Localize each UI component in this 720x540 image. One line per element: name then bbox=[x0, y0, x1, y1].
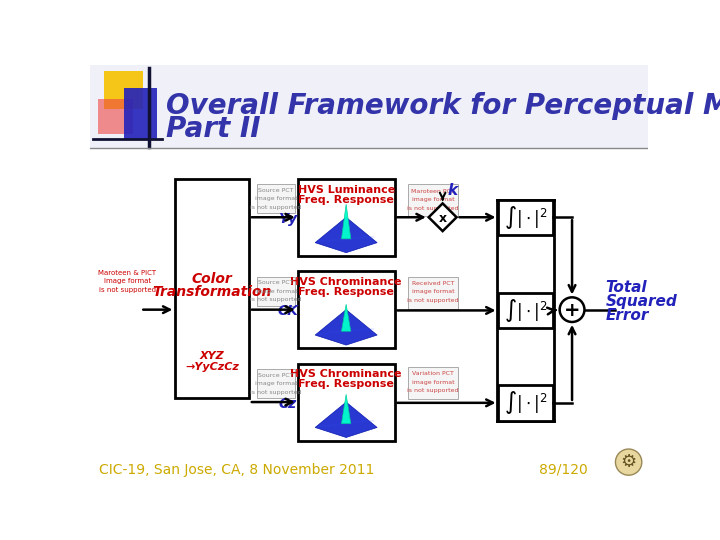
FancyBboxPatch shape bbox=[90, 65, 648, 148]
Text: Squared: Squared bbox=[606, 294, 677, 309]
Text: HVS Luminance: HVS Luminance bbox=[297, 185, 395, 194]
Text: Color: Color bbox=[192, 272, 233, 286]
FancyBboxPatch shape bbox=[175, 179, 249, 398]
Text: HVS Chrominance: HVS Chrominance bbox=[290, 277, 402, 287]
Text: is not supported: is not supported bbox=[408, 206, 459, 211]
FancyBboxPatch shape bbox=[104, 71, 143, 110]
Text: Freq. Response: Freq. Response bbox=[298, 194, 394, 205]
Text: Source PCT: Source PCT bbox=[258, 373, 294, 377]
Text: Yy: Yy bbox=[278, 212, 297, 226]
FancyBboxPatch shape bbox=[498, 385, 553, 421]
Text: Maroteen & PICT: Maroteen & PICT bbox=[98, 269, 156, 276]
Text: XYZ: XYZ bbox=[199, 351, 225, 361]
Text: Maroteen PCT: Maroteen PCT bbox=[411, 188, 455, 193]
FancyBboxPatch shape bbox=[297, 179, 395, 256]
Text: k: k bbox=[448, 183, 458, 198]
FancyBboxPatch shape bbox=[498, 200, 553, 235]
Text: is not supported: is not supported bbox=[251, 389, 302, 395]
Text: CK: CK bbox=[277, 304, 298, 318]
Text: Source PCT: Source PCT bbox=[258, 280, 294, 285]
FancyBboxPatch shape bbox=[498, 293, 553, 328]
Text: ⚙: ⚙ bbox=[621, 453, 636, 471]
Text: 89/120: 89/120 bbox=[539, 463, 588, 477]
Polygon shape bbox=[315, 402, 377, 437]
Text: image format: image format bbox=[412, 197, 454, 202]
FancyBboxPatch shape bbox=[256, 276, 295, 306]
FancyBboxPatch shape bbox=[408, 276, 458, 309]
Text: image format: image format bbox=[255, 196, 297, 201]
Text: is not supported: is not supported bbox=[408, 298, 459, 303]
Text: is not supported: is not supported bbox=[408, 388, 459, 393]
Text: Freq. Response: Freq. Response bbox=[298, 379, 394, 389]
Text: image format: image format bbox=[255, 289, 297, 294]
Text: $\int|\cdot|^2$: $\int|\cdot|^2$ bbox=[504, 297, 547, 324]
Text: →YyCzCz: →YyCzCz bbox=[185, 362, 239, 373]
Polygon shape bbox=[341, 204, 351, 239]
Text: Image format: Image format bbox=[104, 278, 150, 284]
Text: Variation PCT: Variation PCT bbox=[412, 371, 454, 376]
Polygon shape bbox=[315, 309, 377, 345]
Text: Cz: Cz bbox=[279, 396, 297, 410]
Text: Part II: Part II bbox=[166, 115, 261, 143]
Text: x: x bbox=[438, 212, 446, 225]
Text: is not supported: is not supported bbox=[251, 205, 302, 210]
Text: CIC-19, San Jose, CA, 8 November 2011: CIC-19, San Jose, CA, 8 November 2011 bbox=[99, 463, 374, 477]
Polygon shape bbox=[428, 204, 456, 231]
FancyBboxPatch shape bbox=[408, 184, 458, 217]
Polygon shape bbox=[315, 217, 377, 253]
FancyBboxPatch shape bbox=[297, 271, 395, 348]
FancyBboxPatch shape bbox=[98, 99, 133, 134]
Polygon shape bbox=[341, 394, 351, 423]
Text: Total: Total bbox=[606, 280, 647, 295]
Text: Source PCT: Source PCT bbox=[258, 188, 294, 193]
Circle shape bbox=[616, 449, 642, 475]
FancyBboxPatch shape bbox=[256, 369, 295, 398]
Text: image format: image format bbox=[412, 289, 454, 294]
Text: Error: Error bbox=[606, 308, 649, 323]
Text: is not supported: is not supported bbox=[251, 297, 302, 302]
FancyBboxPatch shape bbox=[124, 88, 157, 140]
Text: HVS Chrominance: HVS Chrominance bbox=[290, 369, 402, 379]
Text: Received PCT: Received PCT bbox=[412, 281, 454, 286]
Text: Freq. Response: Freq. Response bbox=[298, 287, 394, 297]
FancyBboxPatch shape bbox=[408, 367, 458, 399]
Polygon shape bbox=[341, 304, 351, 331]
Text: image format: image format bbox=[255, 381, 297, 386]
Text: Overall Framework for Perceptual Model: Overall Framework for Perceptual Model bbox=[166, 92, 720, 120]
FancyBboxPatch shape bbox=[297, 363, 395, 441]
Text: image format: image format bbox=[412, 380, 454, 384]
FancyBboxPatch shape bbox=[256, 184, 295, 213]
Text: $\int|\cdot|^2$: $\int|\cdot|^2$ bbox=[504, 204, 547, 231]
Text: +: + bbox=[564, 301, 580, 320]
Text: $\int|\cdot|^2$: $\int|\cdot|^2$ bbox=[504, 389, 547, 416]
Text: Transformation: Transformation bbox=[153, 285, 271, 299]
Text: is not supported: is not supported bbox=[99, 287, 156, 293]
Circle shape bbox=[559, 298, 585, 322]
